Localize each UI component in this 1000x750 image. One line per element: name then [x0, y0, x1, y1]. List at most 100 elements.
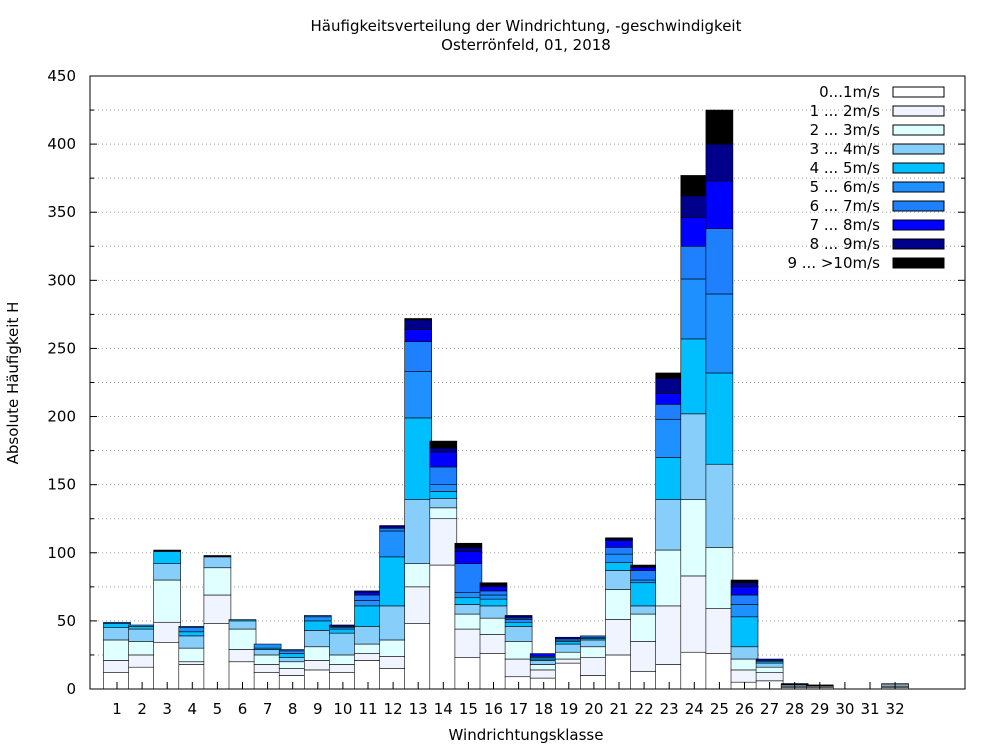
bar-segment — [354, 590, 382, 593]
bar-segment — [554, 641, 583, 645]
bar-segment — [755, 672, 784, 682]
bar-segment — [404, 329, 433, 342]
y-tick-label: 450 — [47, 67, 76, 85]
bar-segment — [705, 463, 734, 548]
y-tick-label: 50 — [57, 612, 76, 630]
bar-segment — [329, 628, 357, 634]
y-tick-label: 250 — [47, 339, 76, 357]
bar-segment — [730, 594, 759, 605]
bar-segment — [178, 631, 207, 637]
bar-segment — [404, 318, 433, 321]
bar-segment — [354, 591, 382, 596]
bar-segment — [529, 664, 558, 671]
bar-segment — [128, 641, 156, 656]
y-tick-label: 150 — [47, 476, 76, 494]
bar-segment — [705, 293, 734, 374]
bar-segment — [554, 658, 583, 664]
bar-segment — [103, 660, 131, 673]
bar-segment — [454, 597, 483, 605]
bar-segment — [504, 626, 533, 642]
x-tick-label: 2 — [137, 700, 147, 718]
bar-segment — [705, 180, 734, 229]
legend-label: 0...1m/s — [819, 83, 880, 101]
bar-segment — [128, 624, 156, 627]
bar-segment — [128, 654, 156, 668]
legend-label: 2 ... 3m/s — [810, 121, 881, 139]
bar-segment — [429, 491, 458, 499]
bar-segment — [479, 634, 508, 654]
bar-segment — [178, 626, 207, 629]
y-tick-label: 100 — [47, 544, 76, 562]
bar-segment — [680, 217, 709, 247]
legend-label: 4 ... 5m/s — [810, 159, 881, 177]
legend-swatch — [892, 162, 945, 174]
bar-segment — [454, 547, 483, 552]
bar-segment — [253, 643, 282, 649]
bar-segment — [730, 658, 759, 671]
bar-segment — [153, 549, 181, 552]
bar-segment — [630, 579, 658, 584]
bar-segment — [329, 624, 357, 627]
bar-segment — [655, 457, 684, 500]
bar-segment — [228, 619, 257, 622]
bar-segment — [303, 615, 332, 618]
bar-segment — [379, 556, 407, 607]
bar-segment — [329, 632, 357, 656]
bar-segment — [479, 617, 508, 635]
x-tick-label: 22 — [635, 700, 654, 718]
legend-swatch — [892, 181, 945, 193]
bar-segment — [730, 586, 759, 596]
y-tick-label: 300 — [47, 271, 76, 289]
bar-segment — [655, 378, 684, 394]
bar-segment — [680, 245, 709, 280]
bar-segment — [605, 619, 633, 656]
x-tick-label: 17 — [509, 700, 528, 718]
bar-segment — [429, 451, 458, 468]
bar-segment — [303, 620, 332, 631]
bar-segment — [580, 639, 608, 648]
bar-segment — [605, 537, 633, 540]
bar-segment — [203, 567, 232, 596]
bar-segment — [178, 661, 207, 665]
bar-segment — [580, 646, 608, 658]
bar-segment — [203, 556, 232, 569]
bar-segment — [404, 417, 433, 500]
bar-segment — [529, 653, 558, 657]
bar-segment — [479, 605, 508, 619]
bar-segment — [755, 658, 784, 661]
bar-segment — [730, 579, 759, 584]
bar-segment — [605, 570, 633, 590]
bar-segment — [404, 586, 433, 624]
x-tick-label: 9 — [313, 700, 323, 718]
bar-segment — [479, 586, 508, 592]
x-tick-label: 3 — [162, 700, 172, 718]
bars — [103, 109, 909, 690]
legend-label: 5 ... 6m/s — [810, 178, 881, 196]
bar-segment — [253, 654, 282, 665]
bar-segment — [404, 563, 433, 588]
bar-segment — [253, 649, 282, 656]
bar-segment — [429, 447, 458, 453]
x-tick-label: 20 — [584, 700, 603, 718]
bar-segment — [203, 623, 232, 690]
bar-segment — [103, 627, 131, 641]
bar-segment — [605, 553, 633, 563]
bar-segment — [730, 646, 759, 660]
bar-segment — [655, 403, 684, 420]
legend-swatch — [892, 257, 945, 269]
bar-segment — [554, 651, 583, 660]
chart-title: Häufigkeitsverteilung der Windrichtung, … — [311, 17, 742, 35]
bar-segment — [153, 621, 181, 643]
bar-segment — [454, 604, 483, 615]
bar-segment — [504, 619, 533, 623]
bar-segment — [253, 664, 282, 673]
bar-segment — [379, 656, 407, 669]
bar-segment — [630, 613, 658, 642]
x-tick-label: 13 — [409, 700, 428, 718]
bar-segment — [278, 657, 307, 663]
legend-swatch — [892, 105, 945, 117]
bar-segment — [379, 530, 407, 558]
legend-label: 6 ... 7m/s — [810, 197, 881, 215]
bar-segment — [103, 639, 131, 661]
bar-segment — [605, 540, 633, 548]
